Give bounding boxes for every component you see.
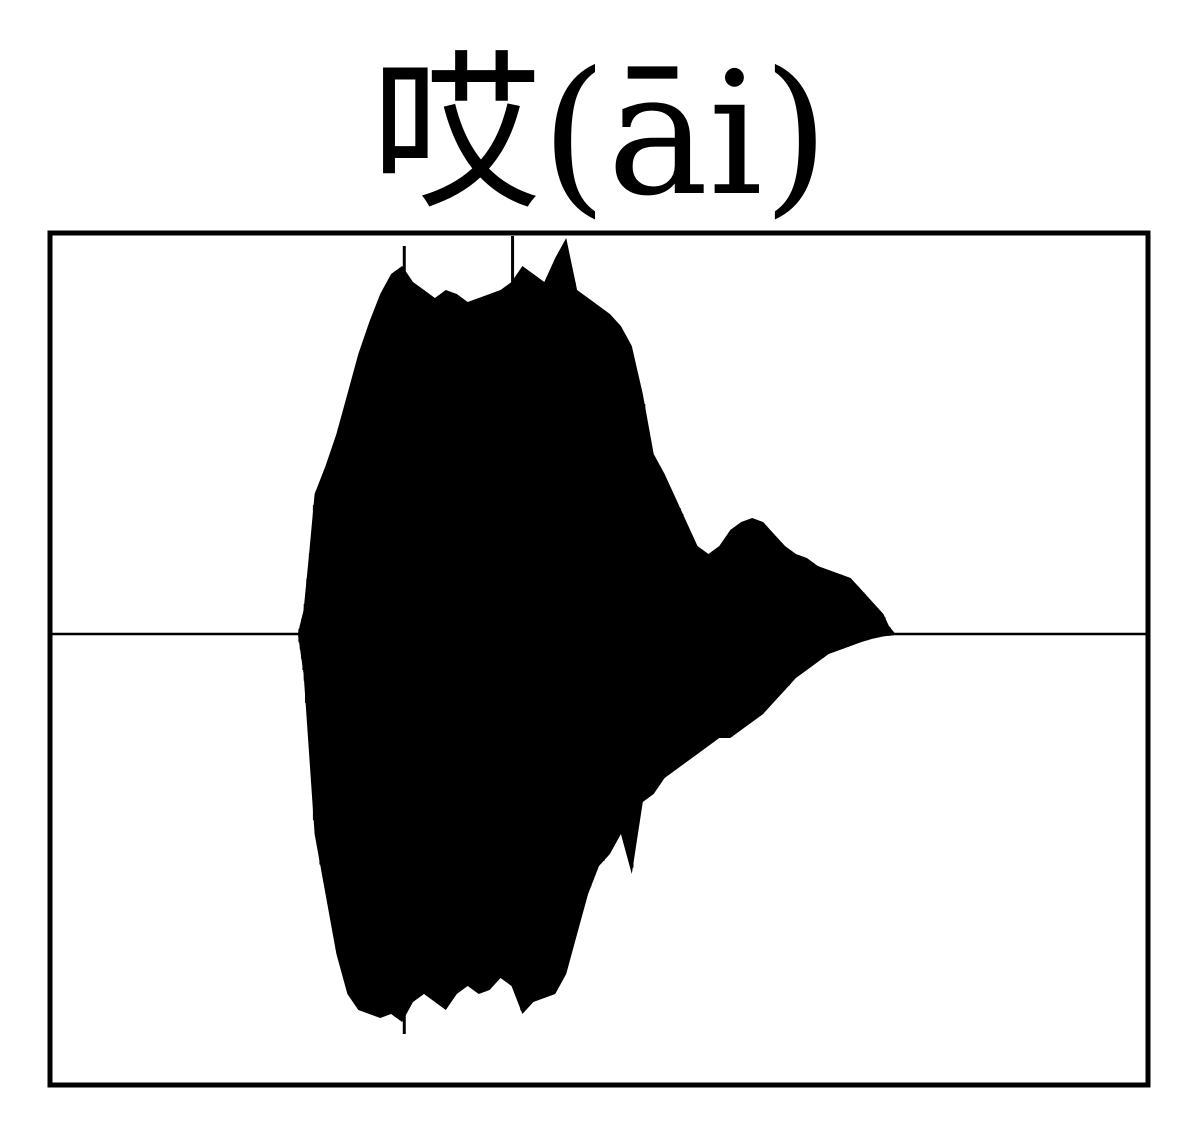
waveform-oscillation — [298, 264, 895, 1014]
waveform-series — [52, 236, 1146, 1034]
plot-frame — [47, 230, 1151, 1088]
chart-title: 哎(āi) — [370, 36, 830, 234]
